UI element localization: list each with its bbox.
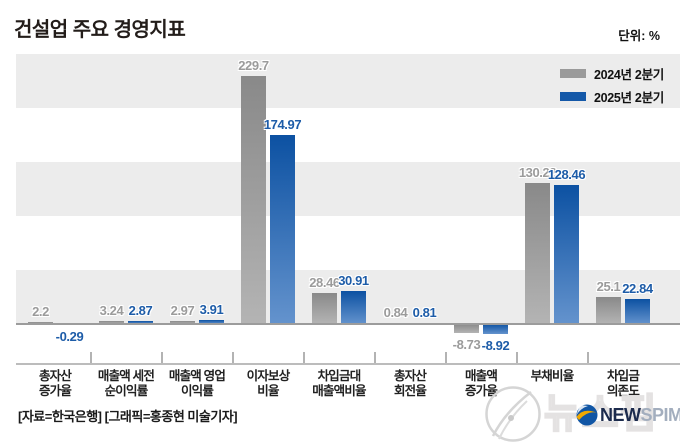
bar-2024년 2분기 <box>454 324 479 334</box>
value-label: -0.29 <box>55 329 84 344</box>
category-label: 이자보상 비율 <box>246 369 291 398</box>
plot-area: 2.2 -0.29 3.24 2.87 2.97 3.91 229.7 174.97 28.46… <box>16 54 680 353</box>
category-separator-line <box>16 363 680 365</box>
newspim-logo-icon <box>576 404 598 426</box>
value-label: 0.81 <box>412 305 437 320</box>
value-label: -8.73 <box>452 337 481 353</box>
category-label: 매출액 세전 순이익률 <box>97 369 155 398</box>
newspim-logo-spim: SPIM <box>640 404 680 425</box>
bars-layer: 2.2 -0.29 3.24 2.87 2.97 3.91 229.7 174.97 28.46… <box>16 54 680 353</box>
category-tick <box>160 352 163 364</box>
chart-legend: 2024년 2분기 2025년 2분기 <box>559 64 664 106</box>
bar-2025년 2분기 <box>483 324 508 334</box>
category-label: 부채비율 <box>530 369 575 383</box>
category-tick <box>89 352 92 364</box>
value-label: 0.84 <box>383 305 408 320</box>
bar-2024년 2분기 <box>241 75 266 324</box>
source-credit: [자료=한국은행] [그래픽=홍종현 미술기자] <box>18 409 238 424</box>
newspim-hangul-watermark: 뉴스핌 <box>543 391 658 437</box>
bar-2024년 2분기 <box>596 296 621 324</box>
value-label: 130.22 <box>518 165 557 181</box>
category-tick <box>231 352 234 364</box>
bar-2025년 2분기 <box>554 185 579 324</box>
category-label: 총자산 회전율 <box>393 369 427 398</box>
legend-swatch-gray <box>559 69 586 78</box>
category-tick <box>373 352 376 364</box>
bar-2024년 2분기 <box>312 293 337 324</box>
legend-row-2025: 2025년 2분기 <box>559 87 664 106</box>
category-label: 매출액 증가율 <box>464 369 498 398</box>
category-ticks <box>16 352 680 364</box>
category-tick <box>302 352 305 364</box>
value-label: 128.46 <box>547 167 586 183</box>
value-label: 30.91 <box>338 272 369 288</box>
unit-label: 단위: % <box>618 29 660 43</box>
category-label: 차입금대 매출액비율 <box>312 369 366 398</box>
bar-2024년 2분기 <box>525 183 550 324</box>
value-label: -8.92 <box>481 337 510 353</box>
category-tick <box>444 352 447 364</box>
value-label: 174.97 <box>263 117 302 133</box>
newspim-emblem-watermark-icon <box>485 386 541 442</box>
bar-2024년 2분기 <box>28 321 53 324</box>
bar-2025년 2분기 <box>625 299 650 324</box>
value-label: 3.24 <box>99 302 124 318</box>
legend-label: 2025년 2분기 <box>593 91 664 105</box>
value-label: 229.7 <box>238 57 269 73</box>
x-axis-baseline <box>16 323 680 325</box>
value-label: 2.87 <box>128 302 153 318</box>
value-label: 2.2 <box>32 303 49 319</box>
category-tick <box>515 352 518 364</box>
category-label: 차입금 의존도 <box>606 369 640 398</box>
value-label: 3.91 <box>199 301 224 317</box>
value-label: 28.46 <box>309 275 340 291</box>
bar-2025년 2분기 <box>128 320 153 324</box>
newspim-logo: NEWSPIM <box>576 404 680 426</box>
bar-2024년 2분기 <box>99 320 124 324</box>
bar-2024년 2분기 <box>170 320 195 324</box>
category-tick <box>586 352 589 364</box>
legend-row-2024: 2024년 2분기 <box>559 64 664 83</box>
value-label: 22.84 <box>622 281 653 297</box>
value-label: 2.97 <box>170 302 195 318</box>
category-label: 매출액 영업 이익률 <box>168 369 226 398</box>
bar-2025년 2분기 <box>199 319 224 324</box>
page-title: 건설업 주요 경영지표 <box>14 19 186 41</box>
bar-2025년 2분기 <box>270 135 295 324</box>
newspim-logo-new: NEW <box>600 404 641 425</box>
legend-label: 2024년 2분기 <box>593 68 664 82</box>
bar-2025년 2분기 <box>341 290 366 324</box>
value-label: 25.1 <box>596 278 621 294</box>
legend-swatch-blue <box>559 92 586 101</box>
category-label: 총자산 증가율 <box>38 369 72 398</box>
category-labels: 총자산 증가율 매출액 세전 순이익률 매출액 영업 이익률 이자보상 비율 차입금대 … <box>16 369 680 401</box>
